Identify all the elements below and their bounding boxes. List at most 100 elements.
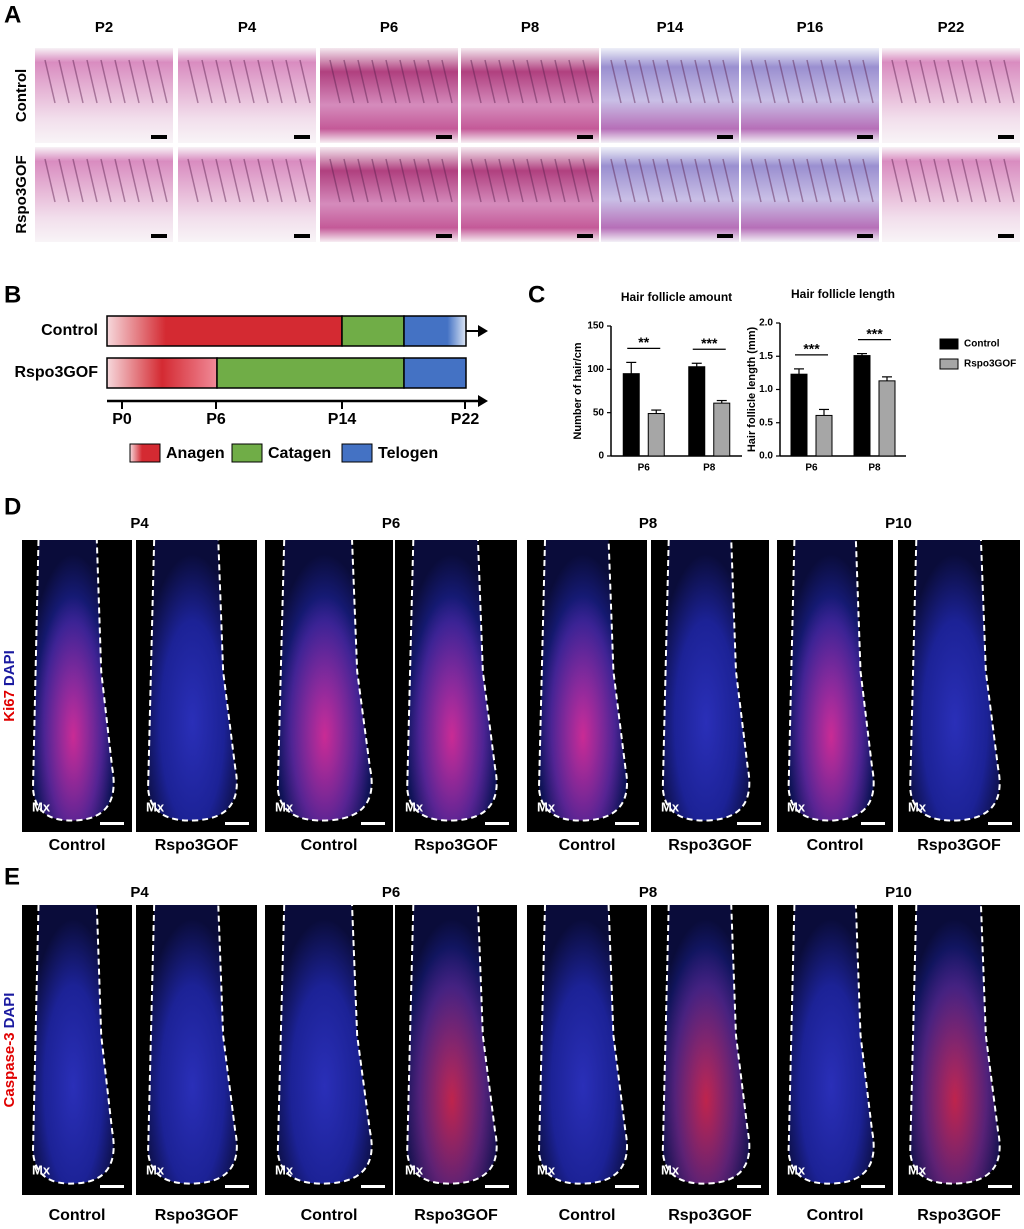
scale-bar (294, 135, 310, 139)
fluorescence-image: Mx (777, 904, 893, 1195)
follicle-streak (357, 158, 369, 203)
follicle (148, 540, 237, 821)
signal (662, 905, 750, 1184)
column-header: P8 (639, 884, 657, 901)
significance-stars: *** (866, 325, 883, 341)
follicle (539, 905, 627, 1184)
image (741, 48, 879, 143)
column-header: P6 (382, 515, 400, 532)
bar (790, 373, 808, 457)
legend-label: Control (964, 339, 1000, 350)
follicle-outline (909, 539, 1001, 822)
column-header: P6 (382, 884, 400, 901)
fluorescence-image: Mx (22, 539, 132, 832)
follicle-streak (1003, 158, 1015, 203)
scale-bar (577, 135, 593, 139)
tick-label: P22 (451, 411, 480, 428)
significance-stars: *** (803, 341, 820, 357)
tick-label: P14 (328, 411, 357, 428)
image (601, 147, 739, 242)
follicle-outline (31, 539, 115, 822)
follicle-streak (100, 59, 112, 104)
follicle-streak (470, 59, 482, 104)
image (461, 48, 599, 143)
follicle-streak (512, 158, 524, 203)
legend-label: Telogen (378, 445, 438, 462)
follicle-streak (961, 59, 973, 104)
follicle-streak (271, 59, 283, 104)
significance-stars: *** (701, 335, 718, 351)
scale-bar (151, 135, 167, 139)
follicle (148, 905, 237, 1184)
follicle-streak (919, 158, 931, 203)
follicle-streak (526, 158, 538, 203)
follicle-streak (624, 158, 636, 203)
panel-label: D (4, 493, 21, 520)
histology-image (35, 48, 173, 143)
region-marker: Mx (405, 1162, 424, 1177)
panel-label: E (4, 863, 20, 890)
follicle-streak (891, 59, 903, 104)
scale-bar (100, 1185, 124, 1188)
image-caption: Control (49, 837, 106, 854)
follicle-outline (406, 904, 498, 1185)
histology-image (601, 147, 739, 242)
scale-bar (998, 135, 1014, 139)
follicle-streak (975, 59, 987, 104)
follicle-streak (58, 158, 70, 203)
histology-image (741, 48, 879, 143)
histology-image (601, 48, 739, 143)
legend-swatch (341, 443, 373, 463)
follicle-streak (484, 59, 496, 104)
y-tick-label: 50 (593, 407, 605, 418)
follicle-streak (694, 158, 706, 203)
follicle-streak (568, 158, 580, 203)
follicle-streak (933, 59, 945, 104)
y-tick-label: 0.0 (759, 451, 773, 462)
image (320, 147, 458, 242)
image-caption: Rspo3GOF (155, 837, 239, 854)
histology-image (178, 48, 316, 143)
follicle-streak (285, 59, 297, 104)
follicle (788, 905, 874, 1184)
column-header: P8 (521, 19, 539, 36)
y-tick-label: 1.0 (759, 384, 773, 395)
follicle-streak (329, 59, 341, 104)
region-marker: Mx (275, 1162, 294, 1177)
follicle-streak (582, 158, 594, 203)
region-marker: Mx (537, 799, 556, 814)
y-tick-label: 1.5 (759, 351, 773, 362)
follicle-streak (722, 158, 734, 203)
stain-label: Ki67 DAPI (1, 650, 18, 722)
follicle-streak (540, 59, 552, 104)
y-axis-label: Number of hair/cm (572, 342, 584, 439)
follicle-streak (399, 59, 411, 104)
follicle-outline (787, 904, 875, 1185)
legend-swatch (939, 358, 959, 370)
follicle-streak (229, 158, 241, 203)
panel-label: A (4, 1, 21, 28)
scale-bar (225, 1185, 249, 1188)
image-caption: Control (559, 837, 616, 854)
image-caption: Control (559, 1207, 616, 1224)
follicle-streak (357, 59, 369, 104)
follicle-streak (215, 59, 227, 104)
follicle-streak (343, 158, 355, 203)
follicle-streak (427, 158, 439, 203)
follicle-streak (299, 158, 311, 203)
follicle-streak (750, 59, 762, 104)
fluorescence-image: Mx (898, 539, 1020, 832)
follicle-streak (919, 59, 931, 104)
follicle-streak (610, 59, 622, 104)
scale-bar (737, 1185, 761, 1188)
scale-bar (988, 1185, 1012, 1188)
follicle-streak (554, 158, 566, 203)
follicle-streak (806, 158, 818, 203)
image-caption: Control (301, 837, 358, 854)
follicle-streak (44, 59, 56, 104)
y-tick-label: 2.0 (759, 318, 773, 329)
follicle-streak (834, 59, 846, 104)
fluorescence-image: Mx (527, 904, 647, 1195)
follicle-streak (58, 59, 70, 104)
follicle-outline (537, 539, 628, 822)
